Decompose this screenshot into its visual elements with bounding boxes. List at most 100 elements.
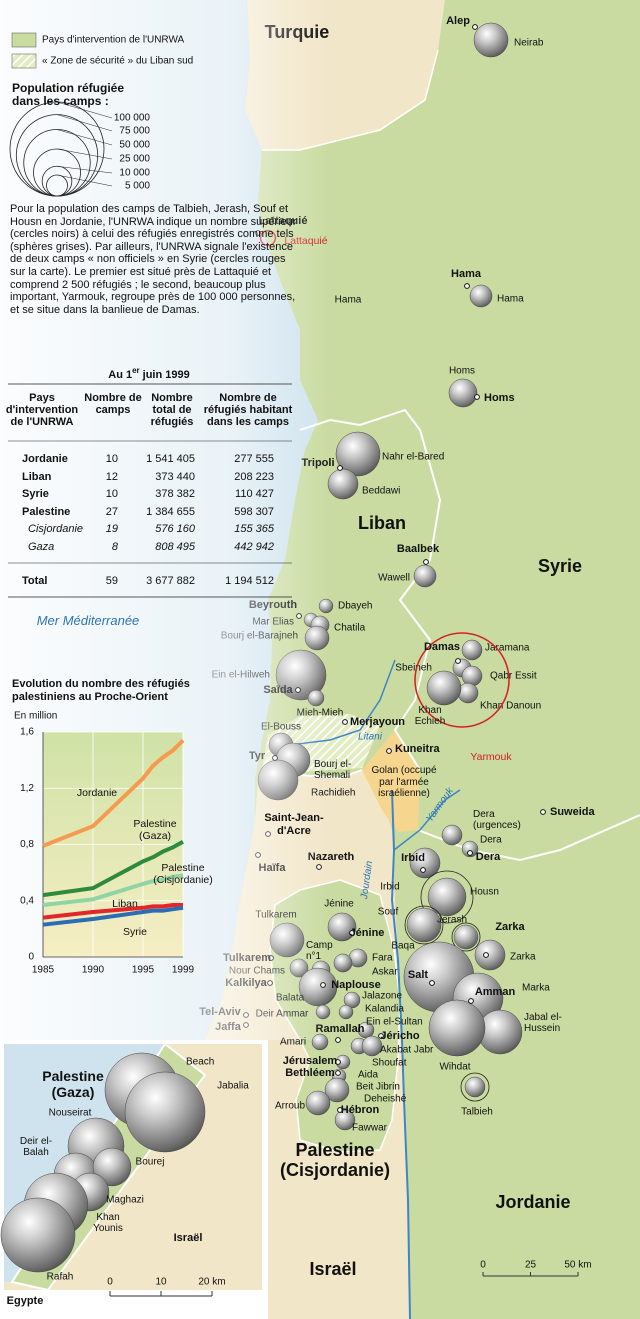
city-dot xyxy=(483,952,489,958)
series-line xyxy=(42,738,185,848)
camp-label: Neirab xyxy=(514,38,544,49)
legend-swatch xyxy=(11,32,37,48)
camp-label: Shoufat xyxy=(372,1058,407,1069)
country-label: Liban xyxy=(358,513,406,533)
camp-circle xyxy=(0,1197,76,1273)
camp-label: Housn xyxy=(470,887,499,898)
camp-label: Jalazone xyxy=(362,991,402,1002)
city-label: Jérusalem xyxy=(283,1055,338,1067)
date-part: Au 1 xyxy=(108,369,132,381)
series-line xyxy=(42,903,183,920)
camp-label: Baqa xyxy=(391,941,415,952)
legend-leader xyxy=(56,129,113,146)
series-label: Palestine (Gaza) xyxy=(133,818,177,842)
table-cell: 155 365 xyxy=(234,523,275,535)
chart-title: Evolution du nombre des réfugiés palesti… xyxy=(12,678,190,703)
city-dot xyxy=(540,809,546,815)
table-cell: 8 xyxy=(112,541,119,553)
series-line xyxy=(42,839,184,898)
camp-label: Wihdat xyxy=(439,1062,470,1073)
scale-label: 0 xyxy=(480,1260,486,1271)
scale-label: 0 xyxy=(107,1277,113,1288)
camp-circle xyxy=(333,953,353,973)
x-tick-label: 1985 xyxy=(32,965,55,976)
table-cell: 19 xyxy=(106,523,118,535)
table-cell: 808 495 xyxy=(155,541,196,553)
scale-label: 10 xyxy=(155,1277,167,1288)
legend-size-label: 10 000 xyxy=(119,168,150,179)
scale-label: 50 km xyxy=(564,1260,591,1271)
camp-circle xyxy=(305,1090,331,1116)
legend-size-label: 75 000 xyxy=(119,126,150,137)
camp-circle xyxy=(461,639,483,661)
city-label: Suweida xyxy=(550,806,596,818)
camp-label: Fara xyxy=(372,953,393,964)
camp-label: Dbayeh xyxy=(338,601,372,612)
river-label: Litani xyxy=(358,732,383,743)
left-panel: Pays d'intervention de l'UNRWA « Zone de … xyxy=(0,0,330,1040)
city-label: Alep xyxy=(446,15,470,27)
table-cell: Syrie xyxy=(22,488,49,500)
table-header: Nombre total de réfugiés xyxy=(150,392,194,428)
camp-label: Dera (urgences) xyxy=(473,809,521,831)
table-cell: 1 384 655 xyxy=(146,506,195,518)
camp-outline xyxy=(420,870,474,924)
camp-label: Rafah xyxy=(47,1272,74,1283)
unofficial-camp xyxy=(414,632,510,728)
camp-label: Deheishé xyxy=(364,1094,407,1105)
table-cell: Palestine xyxy=(22,506,70,518)
table-header: Pays d'intervention de l'UNRWA xyxy=(5,392,79,428)
city-label: Irbid xyxy=(401,852,425,864)
place-label: Hama xyxy=(335,295,362,306)
camp-outline xyxy=(451,922,481,952)
camp-label: Jaramana xyxy=(485,643,530,654)
city-dot xyxy=(335,1070,341,1076)
city-label: Jéricho xyxy=(380,1030,419,1042)
camp-circle xyxy=(413,564,437,588)
camp-circle xyxy=(335,431,381,477)
camp-circle xyxy=(334,1109,356,1131)
camp-circle xyxy=(441,824,463,846)
camp-label: Kalandia xyxy=(365,1004,404,1015)
city-dot xyxy=(423,559,429,565)
table-cell: 1 194 512 xyxy=(225,575,274,587)
camp-circle xyxy=(338,1004,354,1020)
camp-label: Ein el-Sultan xyxy=(366,1017,423,1028)
camp-circle xyxy=(461,665,483,687)
table-header: Nombre de réfugiés habitant dans les cam… xyxy=(203,392,293,428)
camp-label: Marka xyxy=(522,983,550,994)
camp-label: Beach xyxy=(186,1057,214,1068)
camp-label: Jabalia xyxy=(217,1081,249,1092)
x-tick-label: 1999 xyxy=(172,965,195,976)
table-cell: 208 223 xyxy=(234,471,274,483)
city-label: Amman xyxy=(475,986,516,998)
legend-label: « Zone de sécurité » du Liban sud xyxy=(42,56,193,67)
table-title: Au 1er juin 1999 xyxy=(108,366,189,381)
camp-label: Khan Echieh xyxy=(414,705,446,727)
camp-label: Khan Danoun xyxy=(480,701,541,712)
city-dot xyxy=(378,1033,384,1039)
inset-title: Palestine (Gaza) xyxy=(42,1068,104,1100)
city-dot xyxy=(342,719,348,725)
table-cell: Total xyxy=(22,575,47,587)
date-sup: er xyxy=(132,366,140,375)
river-jordan xyxy=(390,789,411,1319)
city-label: Damas xyxy=(424,641,460,653)
note: Pour la population des camps de Talbieh,… xyxy=(10,203,297,316)
city-label: Hébron xyxy=(341,1104,380,1116)
river-yarmouk xyxy=(393,789,461,851)
city-label: Dera xyxy=(476,851,501,863)
y-tick-label: 1,6 xyxy=(20,727,34,738)
series-label: Syrie xyxy=(123,926,147,938)
country-label: Syrie xyxy=(538,556,582,576)
camp-circle xyxy=(453,924,479,950)
y-tick-label: 0 xyxy=(28,952,34,963)
city-dot xyxy=(464,283,470,289)
camp-circle xyxy=(92,1147,132,1187)
table-cell: 3 677 882 xyxy=(146,575,195,587)
camp-outline xyxy=(404,905,444,945)
table-cell: 442 942 xyxy=(234,541,274,553)
legend-leader xyxy=(56,174,113,187)
country-label: Egypte xyxy=(7,1295,44,1307)
